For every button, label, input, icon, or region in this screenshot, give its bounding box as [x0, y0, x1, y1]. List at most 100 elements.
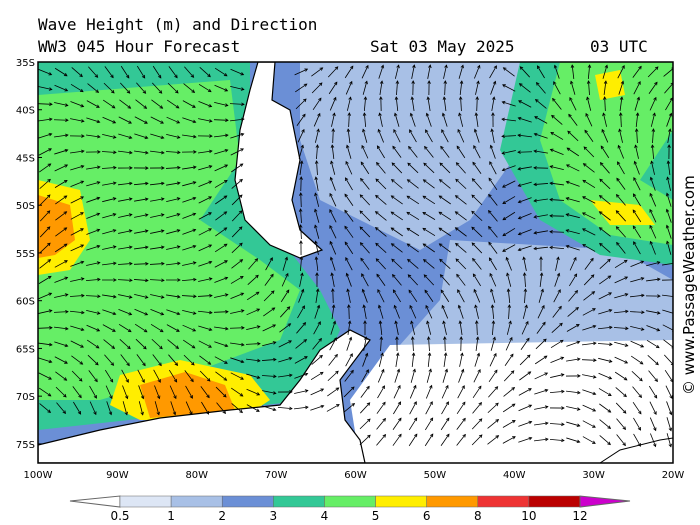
arrow: [441, 129, 449, 143]
arrow-head: [64, 326, 69, 331]
arrow-head: [665, 224, 670, 229]
arrow: [197, 295, 213, 297]
arrow: [426, 113, 432, 127]
arrow-head: [375, 258, 380, 262]
arrow-head: [438, 179, 443, 183]
arrow: [489, 273, 497, 287]
arrow: [360, 161, 370, 175]
arrow: [502, 211, 516, 221]
arrow-head: [63, 393, 67, 398]
arrow-head: [361, 288, 366, 293]
arrow-head: [335, 370, 339, 375]
arrow-head: [527, 371, 532, 375]
arrow-head: [492, 96, 496, 101]
arrow-head: [317, 112, 321, 117]
lat-label: 55S: [16, 249, 35, 260]
arrow-head: [238, 194, 243, 199]
arrow-head: [569, 96, 573, 101]
arrow-head: [533, 231, 538, 235]
arrow: [409, 305, 417, 319]
arrow-head: [129, 150, 133, 155]
arrow-head: [517, 231, 522, 236]
arrow-head: [335, 387, 340, 391]
arrow: [168, 354, 178, 366]
arrow-head: [140, 395, 145, 400]
arrow: [518, 229, 532, 235]
arrow: [363, 305, 367, 319]
arrow-head: [192, 328, 197, 332]
arrow: [488, 210, 498, 222]
arrow: [376, 418, 386, 430]
arrow-head: [641, 310, 645, 315]
arrow: [167, 339, 179, 349]
arrow: [102, 262, 116, 266]
arrow-head: [641, 293, 645, 298]
arrow-head: [351, 403, 356, 407]
arrow: [410, 369, 416, 383]
arrow: [503, 67, 515, 77]
arrow: [183, 83, 195, 93]
arrow: [524, 288, 526, 304]
arrow: [439, 179, 451, 189]
arrow-head: [46, 226, 51, 230]
arrow-head: [654, 66, 659, 70]
arrow: [666, 193, 672, 207]
arrow: [295, 98, 307, 110]
arrow-head: [490, 128, 494, 133]
arrow: [214, 102, 228, 106]
arrow-head: [540, 288, 544, 293]
arrow: [502, 420, 516, 428]
arrow: [633, 417, 641, 431]
arrow-head: [380, 352, 384, 357]
arrow: [134, 308, 148, 316]
arrow: [423, 179, 435, 189]
arrow-head: [566, 147, 571, 151]
arrow-head: [542, 321, 546, 326]
arrow: [345, 177, 353, 191]
arrow: [407, 179, 419, 189]
arrow: [502, 403, 516, 413]
arrow: [138, 385, 144, 399]
arrow-head: [299, 240, 303, 244]
arrow-head: [495, 435, 500, 439]
arrow: [379, 113, 383, 127]
arrow: [392, 418, 402, 430]
arrow-head: [622, 442, 626, 447]
arrow-head: [406, 179, 411, 183]
arrow: [473, 145, 481, 159]
arrow: [534, 214, 548, 218]
arrow-head: [361, 144, 365, 149]
arrow-head: [363, 96, 368, 100]
arrow: [38, 148, 52, 156]
arrow-head: [590, 257, 594, 262]
arrow-head: [239, 163, 244, 167]
arrow-head: [565, 213, 570, 217]
arrow: [87, 354, 99, 366]
arrow-head: [439, 162, 444, 167]
arrow-head: [475, 336, 480, 341]
arrow: [314, 209, 320, 223]
arrow: [599, 243, 611, 253]
lat-label: 50S: [16, 201, 35, 212]
arrow: [294, 356, 308, 364]
arrow: [598, 292, 612, 300]
arrow-head: [390, 243, 395, 247]
arrow: [534, 116, 548, 124]
arrow-head: [638, 394, 643, 399]
arrow-head: [633, 160, 638, 165]
arrow-head: [95, 89, 100, 93]
arrow-head: [545, 437, 549, 442]
arrow: [230, 292, 244, 300]
arrow-head: [111, 89, 115, 94]
arrow-head: [143, 105, 148, 109]
arrow-head: [239, 275, 244, 280]
arrow: [569, 257, 577, 271]
arrow: [279, 306, 291, 318]
arrow-head: [345, 160, 349, 165]
arrow: [215, 371, 227, 381]
arrow-head: [608, 308, 613, 313]
arrow-head: [144, 135, 149, 140]
arrow-head: [582, 163, 587, 167]
arrow-head: [414, 433, 418, 438]
arrow: [315, 241, 319, 255]
